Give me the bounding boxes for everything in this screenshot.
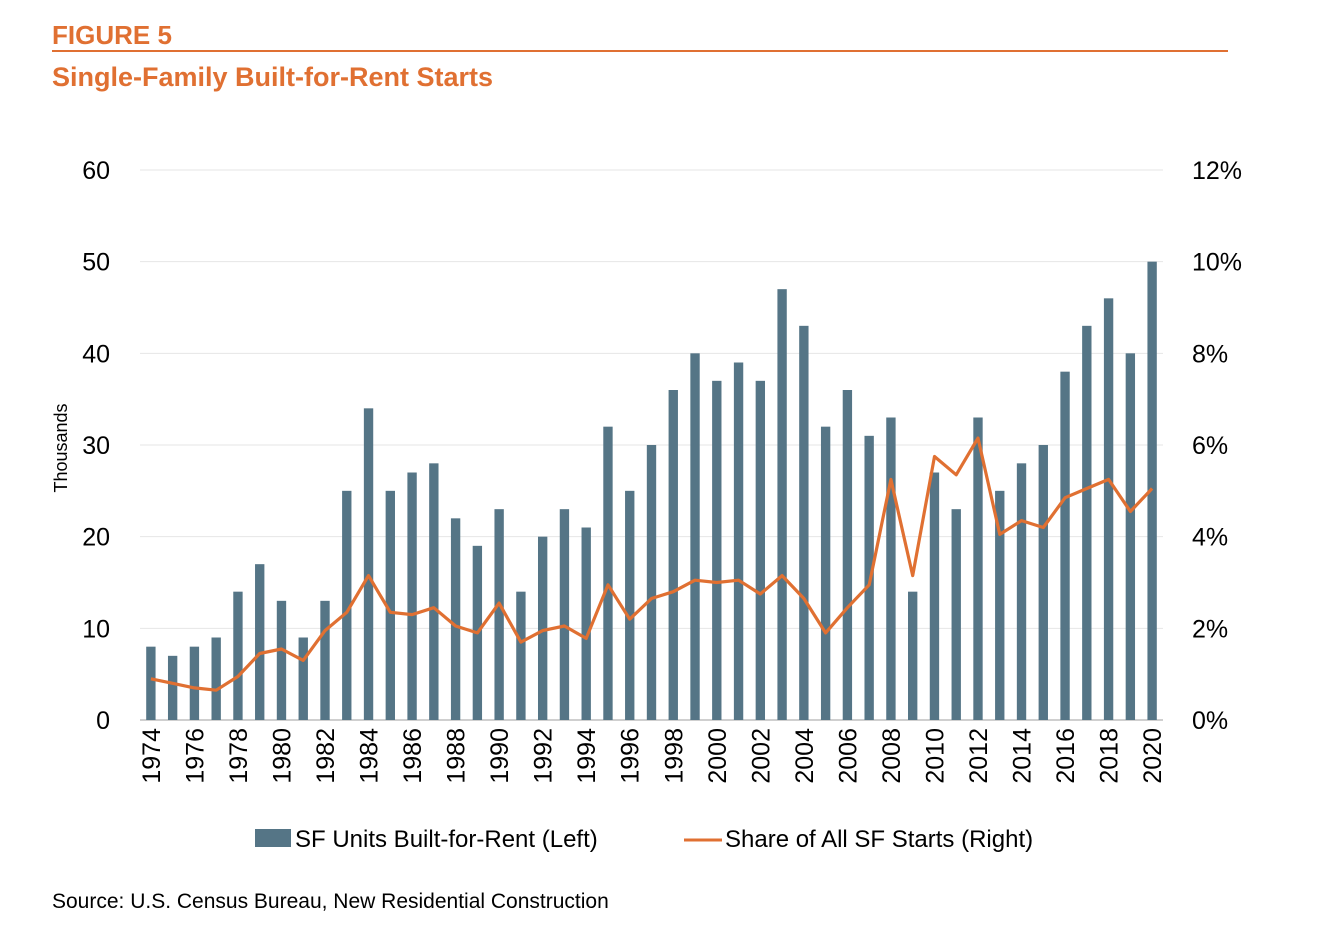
x-tick-label: 2018 xyxy=(1096,728,1124,784)
x-tick-label: 1988 xyxy=(443,728,471,784)
share-line xyxy=(150,436,1154,692)
chart-title: Single-Family Built-for-Rent Starts xyxy=(52,62,494,92)
x-tick-label: 2016 xyxy=(1052,728,1080,784)
x-tick-label: 2004 xyxy=(791,728,819,784)
bar xyxy=(668,390,678,720)
x-tick-label: 1994 xyxy=(573,728,601,784)
left-axis-ticks: 0 10 20 30 40 50 60 xyxy=(82,157,110,735)
x-tick-label: 2020 xyxy=(1139,728,1167,784)
x-tick-label: 2010 xyxy=(921,728,949,784)
bar xyxy=(625,490,635,720)
x-tick-label: 1996 xyxy=(617,728,645,784)
bar xyxy=(189,646,200,720)
bar xyxy=(298,637,308,720)
bar xyxy=(146,646,156,720)
bar xyxy=(450,518,461,720)
bar xyxy=(690,353,700,720)
x-tick-label: 1978 xyxy=(225,728,253,784)
x-tick-label: 1984 xyxy=(356,728,384,784)
bar xyxy=(951,509,961,720)
legend-swatch-bar xyxy=(255,829,291,847)
y2-tick-label: 2% xyxy=(1192,615,1228,643)
line-series xyxy=(150,436,1154,692)
y-tick-label: 40 xyxy=(82,340,110,368)
source-note: Source: U.S. Census Bureau, New Resident… xyxy=(52,890,609,913)
bar xyxy=(385,490,395,720)
bar xyxy=(929,472,940,720)
x-tick-label: 1974 xyxy=(138,728,166,784)
x-tick-label: 1976 xyxy=(181,728,209,784)
y-tick-label: 20 xyxy=(82,524,110,552)
right-axis-ticks: 0% 2% 4% 6% 8% 10% 12% xyxy=(1192,157,1242,735)
bar xyxy=(1060,371,1070,720)
bar xyxy=(581,527,591,720)
bar xyxy=(255,564,265,720)
y2-tick-label: 6% xyxy=(1192,432,1228,460)
bar xyxy=(995,490,1005,720)
bar xyxy=(1147,261,1157,720)
x-tick-label: 2006 xyxy=(834,728,862,784)
x-axis-ticks: 1974 1976 1978 1980 1982 1984 1986 1988 1990 1992… xyxy=(138,728,1167,784)
y-tick-label: 60 xyxy=(82,157,110,185)
x-tick-label: 1982 xyxy=(312,728,340,784)
x-tick-label: 2000 xyxy=(704,728,732,784)
y-axis-label: Thousands xyxy=(51,403,71,492)
bar xyxy=(799,325,809,720)
bar xyxy=(733,362,744,720)
bar xyxy=(320,600,330,720)
bar xyxy=(537,536,548,720)
bar xyxy=(1082,325,1092,720)
bar xyxy=(777,289,787,720)
bar xyxy=(908,591,918,720)
x-tick-label: 1986 xyxy=(399,728,427,784)
y-tick-label: 50 xyxy=(82,249,110,277)
bar xyxy=(820,426,831,720)
bar xyxy=(842,390,853,720)
bar xyxy=(276,600,287,720)
x-tick-label: 2014 xyxy=(1009,728,1037,784)
bar xyxy=(407,472,417,720)
y2-tick-label: 8% xyxy=(1192,340,1228,368)
y-tick-label: 0 xyxy=(96,707,110,735)
bar xyxy=(559,509,570,720)
bar xyxy=(167,655,178,720)
y-tick-label: 30 xyxy=(82,432,110,460)
y2-tick-label: 10% xyxy=(1192,249,1242,277)
y2-tick-label: 4% xyxy=(1192,524,1228,552)
bar xyxy=(886,417,896,720)
bar-series xyxy=(146,261,1157,720)
y-tick-label: 10 xyxy=(82,615,110,643)
bar xyxy=(233,591,243,720)
x-tick-label: 1992 xyxy=(530,728,558,784)
x-tick-label: 2008 xyxy=(878,728,906,784)
header-rule xyxy=(52,50,1228,52)
bar xyxy=(712,380,722,720)
bar xyxy=(973,417,983,720)
x-tick-label: 1980 xyxy=(268,728,296,784)
y2-tick-label: 0% xyxy=(1192,707,1228,735)
x-tick-label: 2012 xyxy=(965,728,993,784)
bar xyxy=(1125,353,1136,720)
x-tick-label: 2002 xyxy=(747,728,775,784)
y2-tick-label: 12% xyxy=(1192,157,1242,185)
bar xyxy=(429,463,439,720)
figure-label: FIGURE 5 xyxy=(52,20,172,50)
x-tick-label: 1990 xyxy=(486,728,514,784)
bar xyxy=(1038,445,1048,720)
bar xyxy=(1103,298,1114,720)
bar xyxy=(516,591,526,720)
bar xyxy=(363,408,374,720)
bar xyxy=(494,509,504,720)
legend-label-line: Share of All SF Starts (Right) xyxy=(725,826,1033,853)
x-tick-label: 1998 xyxy=(660,728,688,784)
bar xyxy=(755,380,766,720)
bar xyxy=(1016,463,1027,720)
bar xyxy=(646,445,657,720)
bar xyxy=(342,490,352,720)
legend: SF Units Built-for-Rent (Left) Share of … xyxy=(255,826,1033,853)
bar xyxy=(211,637,221,720)
legend-label-bar: SF Units Built-for-Rent (Left) xyxy=(295,826,598,853)
bar xyxy=(603,426,613,720)
